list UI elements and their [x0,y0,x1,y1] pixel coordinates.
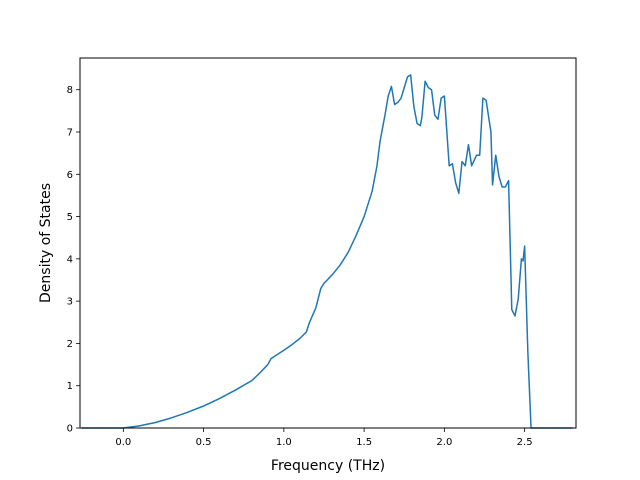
plot-area [80,58,576,428]
y-tick-label: 4 [67,254,73,265]
x-axis-ticks: 0.0 0.5 1.0 1.5 2.0 2.5 [115,428,533,448]
plot-frame [79,57,577,429]
y-tick-label: 0 [67,424,73,435]
y-tick-label: 8 [67,85,73,96]
y-tick-label: 1 [67,381,73,392]
x-tick-label: 0.0 [115,437,131,448]
y-tick-label: 6 [67,170,73,181]
y-axis-label: Density of States [38,183,54,303]
x-tick-label: 2.5 [517,437,533,448]
x-tick-label: 2.0 [436,437,452,448]
y-tick-label: 7 [67,128,73,139]
y-axis-ticks: 0 1 2 3 4 5 6 7 8 [67,85,80,435]
y-tick-label: 2 [67,339,73,350]
data-layer [81,74,573,429]
x-tick-label: 1.5 [356,437,372,448]
y-tick-label: 5 [67,212,73,223]
x-axis-label: Frequency (THz) [271,458,385,474]
dos-series-line-0 [81,74,573,429]
x-tick-label: 0.5 [196,437,212,448]
y-tick-label: 3 [67,297,73,308]
x-tick-label: 1.0 [276,437,292,448]
